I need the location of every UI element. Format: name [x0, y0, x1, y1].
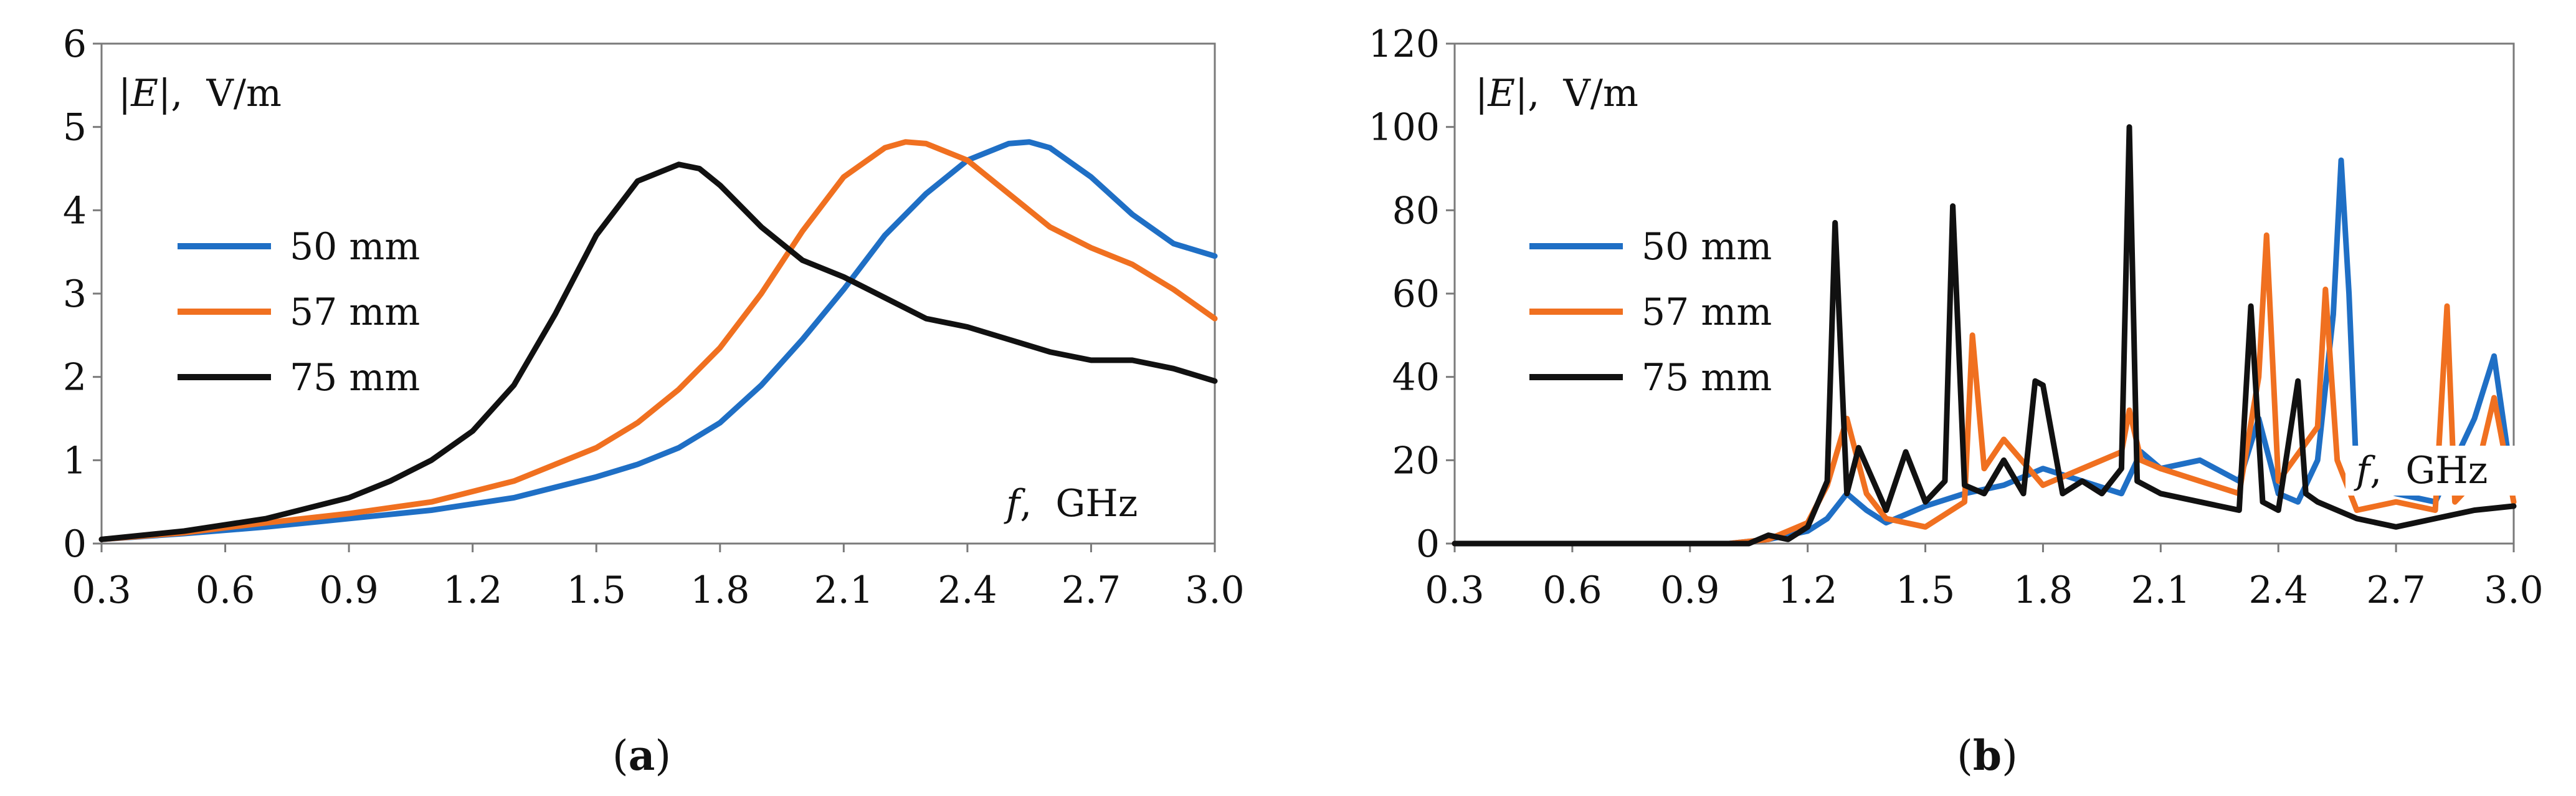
y-tick-label: 3: [63, 272, 87, 316]
legend-label-57mm-a: 57 mm: [290, 290, 420, 334]
legend-label-50mm-b: 50 mm: [1642, 225, 1772, 269]
y-tick-label: 40: [1392, 356, 1440, 400]
y-ticks-a: 0 1 2 3 4 5 6: [63, 22, 102, 566]
x-tick-label: 2.7: [2366, 568, 2425, 612]
y-tick-label: 2: [63, 356, 87, 400]
x-axis-label-b: f, GHz: [2354, 449, 2488, 492]
y-tick-label: 6: [63, 22, 87, 66]
series-line-57mm: [98, 139, 1218, 542]
y-tick-label: 100: [1368, 106, 1440, 150]
y-tick-label: 0: [63, 522, 87, 566]
x-axis-label-bg-b: [2345, 446, 2517, 496]
x-tick-label: 1.2: [443, 568, 502, 612]
legend-b: 50 mm 57 mm 75 mm: [1529, 225, 1772, 400]
y-tick-label: 0: [1416, 522, 1440, 566]
y-ticks-b: 0 20 40 60 80 100 120: [1368, 22, 1455, 566]
x-tick-label: 3.0: [2484, 568, 2543, 612]
x-tick-label: 2.1: [2131, 568, 2190, 612]
chart-panel-a: 0 1 2 3 4 5 6 0.3 0.6 0.9 1.2 1.5 1.8 2.1 2.4 2.7 3.0 |…: [63, 22, 1245, 612]
y-tick-label: 5: [63, 106, 87, 150]
x-tick-label: 0.9: [319, 568, 378, 612]
series-line-57mm: [1452, 232, 2517, 547]
x-tick-label: 1.5: [567, 568, 626, 612]
legend-label-57mm-b: 57 mm: [1642, 290, 1772, 334]
legend-a: 50 mm 57 mm 75 mm: [178, 225, 420, 400]
x-ticks-a: 0.3 0.6 0.9 1.2 1.5 1.8 2.1 2.4 2.7 3.0: [72, 544, 1245, 612]
y-tick-label: 4: [63, 189, 87, 233]
series-line-50mm: [98, 139, 1218, 542]
y-axis-label-b: |E|, V/m: [1475, 72, 1638, 115]
x-axis-label-a: f, GHz: [1004, 482, 1138, 525]
y-tick-label: 120: [1368, 22, 1440, 66]
x-tick-label: 0.6: [196, 568, 255, 612]
x-tick-label: 0.6: [1542, 568, 1602, 612]
x-tick-label: 0.3: [1425, 568, 1484, 612]
x-tick-label: 2.1: [814, 568, 873, 612]
x-tick-label: 2.4: [2249, 568, 2308, 612]
x-tick-label: 3.0: [1185, 568, 1244, 612]
chart-panel-b: 0 20 40 60 80 100 120 0.3 0.6 0.9 1.2 1.5 1.8 2.1 2.4…: [1368, 22, 2543, 612]
x-ticks-b: 0.3 0.6 0.9 1.2 1.5 1.8 2.1 2.4 2.7 3.0: [1425, 544, 2544, 612]
x-tick-label: 1.8: [2013, 568, 2073, 612]
y-tick-label: 60: [1392, 272, 1440, 316]
y-tick-label: 20: [1392, 439, 1440, 482]
caption-b: (b): [1957, 731, 2018, 780]
y-tick-label: 80: [1392, 189, 1440, 233]
plot-area-a: [100, 42, 1216, 545]
x-tick-label: 1.5: [1896, 568, 1955, 612]
series-lines-a: [98, 139, 1218, 542]
y-axis-label-a: |E|, V/m: [118, 72, 282, 115]
series-line-75mm: [1452, 124, 2517, 547]
x-tick-label: 0.9: [1660, 568, 1719, 612]
caption-a: (a): [612, 731, 671, 780]
legend-label-50mm-a: 50 mm: [290, 225, 420, 269]
series-line-75mm: [98, 161, 1218, 542]
x-tick-label: 0.3: [72, 568, 131, 612]
x-tick-label: 2.7: [1062, 568, 1121, 612]
x-tick-label: 1.8: [690, 568, 749, 612]
y-tick-label: 1: [63, 439, 87, 482]
legend-label-75mm-a: 75 mm: [290, 356, 420, 400]
legend-label-75mm-b: 75 mm: [1642, 356, 1772, 400]
x-tick-label: 2.4: [938, 568, 997, 612]
x-tick-label: 1.2: [1778, 568, 1837, 612]
